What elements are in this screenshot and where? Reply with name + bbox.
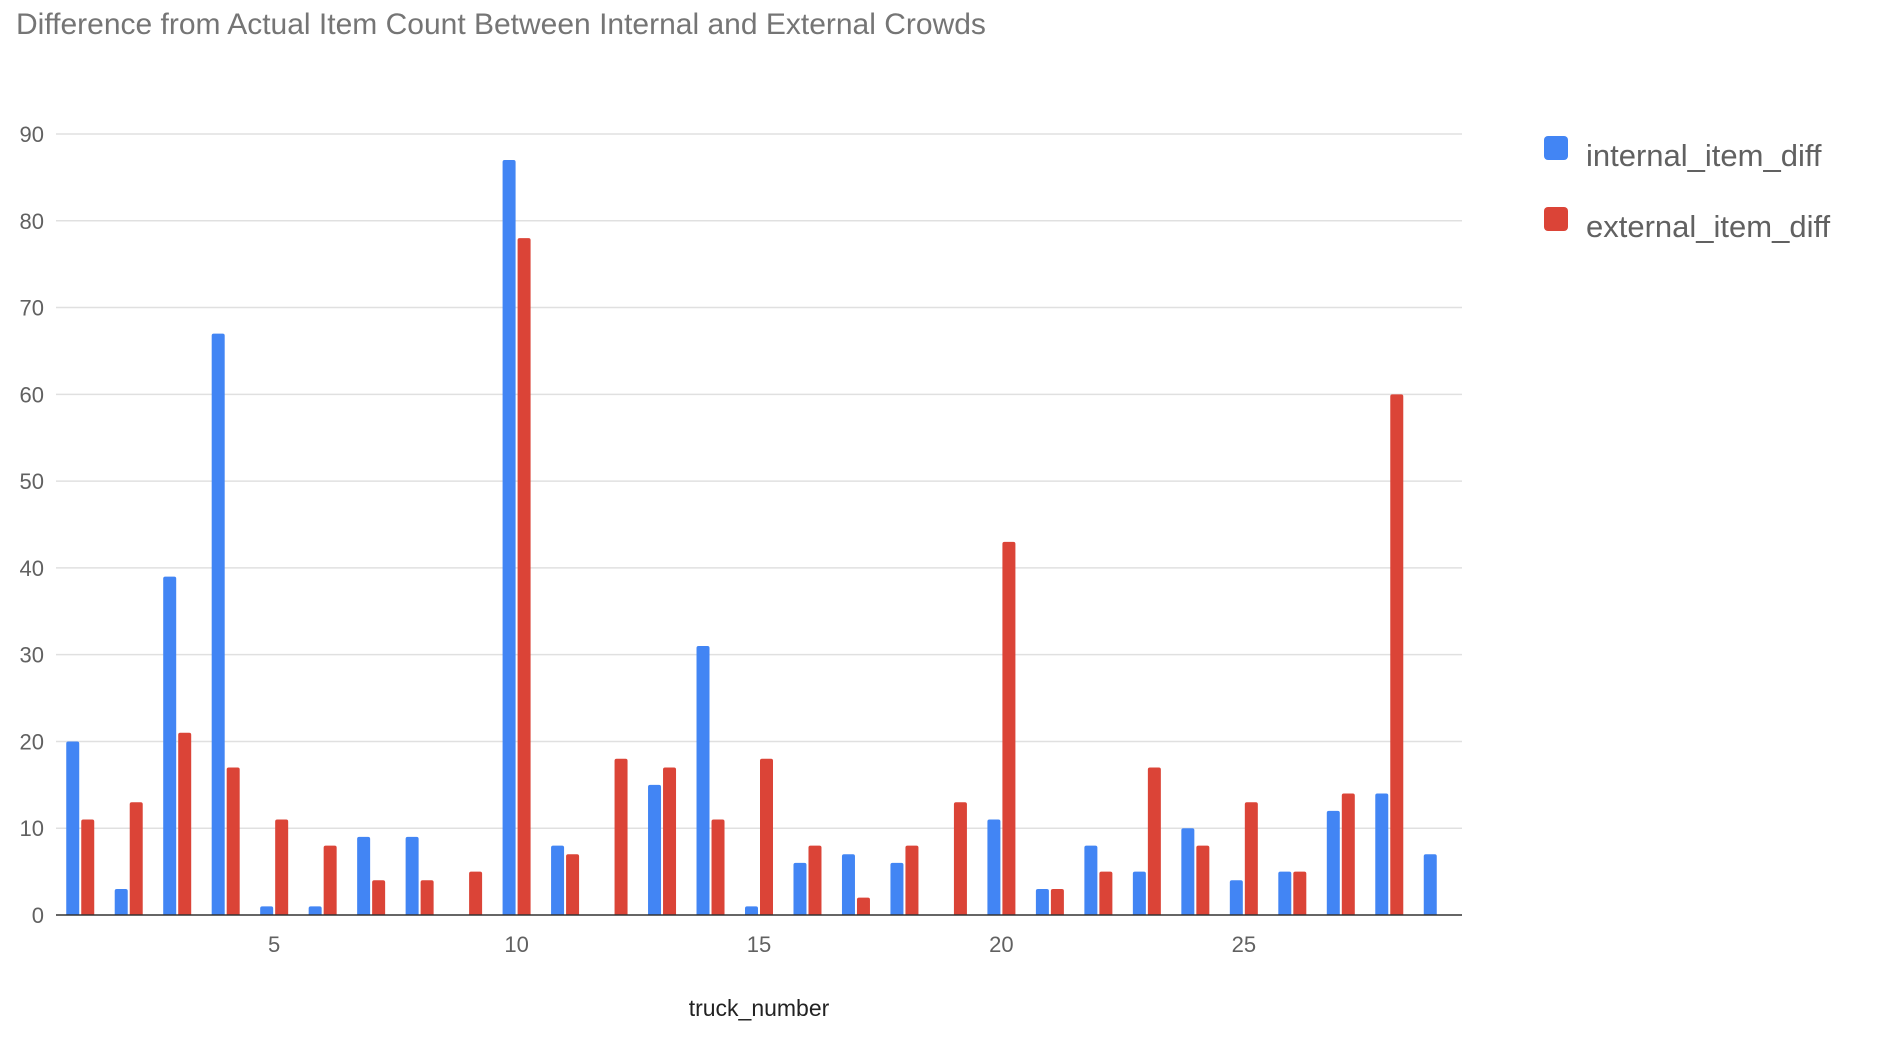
x-tick-label: 5 [268,932,280,957]
bar-internal_item_diff-17 [841,854,855,915]
legend-item-internal_item_diff: internal_item_diff [1544,136,1822,173]
bar-internal_item_diff-29 [1423,854,1437,915]
y-tick-label: 80 [20,209,44,234]
legend-label: external_item_diff [1586,209,1831,244]
bar-external_item_diff-5 [275,819,289,915]
x-tick-label: 25 [1232,932,1256,957]
legend-swatch [1544,207,1568,231]
legend-swatch [1544,136,1568,160]
y-tick-label: 40 [20,556,44,581]
bar-external_item_diff-27 [1341,793,1355,915]
bar-external_item_diff-13 [663,767,677,915]
bar-external_item_diff-9 [469,871,483,915]
bar-external_item_diff-24 [1196,845,1210,915]
bar-internal_item_diff-23 [1132,871,1146,915]
bar-external_item_diff-25 [1244,802,1258,915]
bar-external_item_diff-11 [566,854,580,915]
y-tick-label: 10 [20,816,44,841]
bar-internal_item_diff-26 [1278,871,1292,915]
bar-external_item_diff-2 [129,802,143,915]
y-tick-label: 30 [20,643,44,668]
bar-internal_item_diff-15 [745,906,758,915]
bar-internal_item_diff-21 [1035,888,1049,915]
bar-external_item_diff-23 [1147,767,1161,915]
bar-internal_item_diff-11 [551,845,565,915]
y-tick-label: 50 [20,469,44,494]
legend: internal_item_diff external_item_diff [1544,136,1831,244]
x-tick-label: 20 [989,932,1013,957]
bar-internal_item_diff-27 [1326,810,1340,915]
bar-external_item_diff-4 [226,767,240,915]
bar-internal_item_diff-5 [260,906,274,915]
y-tick-label: 20 [20,729,44,754]
bar-internal_item_diff-13 [648,784,662,915]
x-tick-label: 15 [747,932,771,957]
x-tick-label: 10 [504,932,528,957]
bar-internal_item_diff-28 [1375,793,1389,915]
bar-internal_item_diff-10 [502,160,516,916]
bar-internal_item_diff-8 [405,836,419,915]
bars [66,160,1437,916]
bar-external_item_diff-14 [711,819,725,915]
x-axis-title: truck_number [689,995,830,1021]
legend-item-external_item_diff: external_item_diff [1544,207,1831,244]
bar-external_item_diff-1 [81,819,95,915]
bar-internal_item_diff-6 [308,906,322,915]
bar-external_item_diff-22 [1099,871,1113,915]
bar-external_item_diff-18 [905,845,919,915]
y-tick-label: 0 [32,903,44,928]
bar-internal_item_diff-25 [1229,880,1243,915]
bar-external_item_diff-26 [1293,871,1307,915]
bar-internal_item_diff-16 [793,862,807,915]
bar-external_item_diff-17 [856,897,870,915]
bar-internal_item_diff-18 [890,862,904,915]
bar-external_item_diff-28 [1390,394,1404,915]
y-tick-label: 60 [20,382,44,407]
bar-external_item_diff-10 [517,238,531,916]
axes: 0 10 20 30 40 50 60 70 80 90 5 10 15 20 25 truck_number [20,122,1462,1021]
bar-external_item_diff-16 [808,845,822,915]
chart-title: Difference from Actual Item Count Betwee… [16,8,986,41]
bar-external_item_diff-3 [178,732,192,915]
bar-external_item_diff-19 [953,802,967,915]
bar-internal_item_diff-3 [163,576,177,915]
bar-external_item_diff-8 [420,880,434,915]
bar-internal_item_diff-20 [987,819,1001,915]
bar-internal_item_diff-14 [696,645,710,915]
bar-external_item_diff-20 [1002,541,1016,915]
bar-external_item_diff-12 [614,758,628,915]
bar-external_item_diff-21 [1050,888,1064,915]
bar-external_item_diff-6 [323,845,337,915]
y-tick-label: 90 [20,122,44,147]
legend-label: internal_item_diff [1586,138,1822,173]
bar-internal_item_diff-7 [357,836,371,915]
bar-internal_item_diff-4 [211,333,225,916]
series-internal_item_diff [66,160,1437,916]
bar-external_item_diff-15 [760,758,773,915]
bar-internal_item_diff-24 [1181,828,1195,915]
gridlines [56,133,1462,829]
bar-internal_item_diff-22 [1084,845,1098,915]
bar-external_item_diff-7 [372,880,386,915]
bar-internal_item_diff-2 [114,888,128,915]
series-external_item_diff [81,238,1404,916]
y-tick-label: 70 [20,296,44,321]
bar-internal_item_diff-1 [66,741,80,915]
